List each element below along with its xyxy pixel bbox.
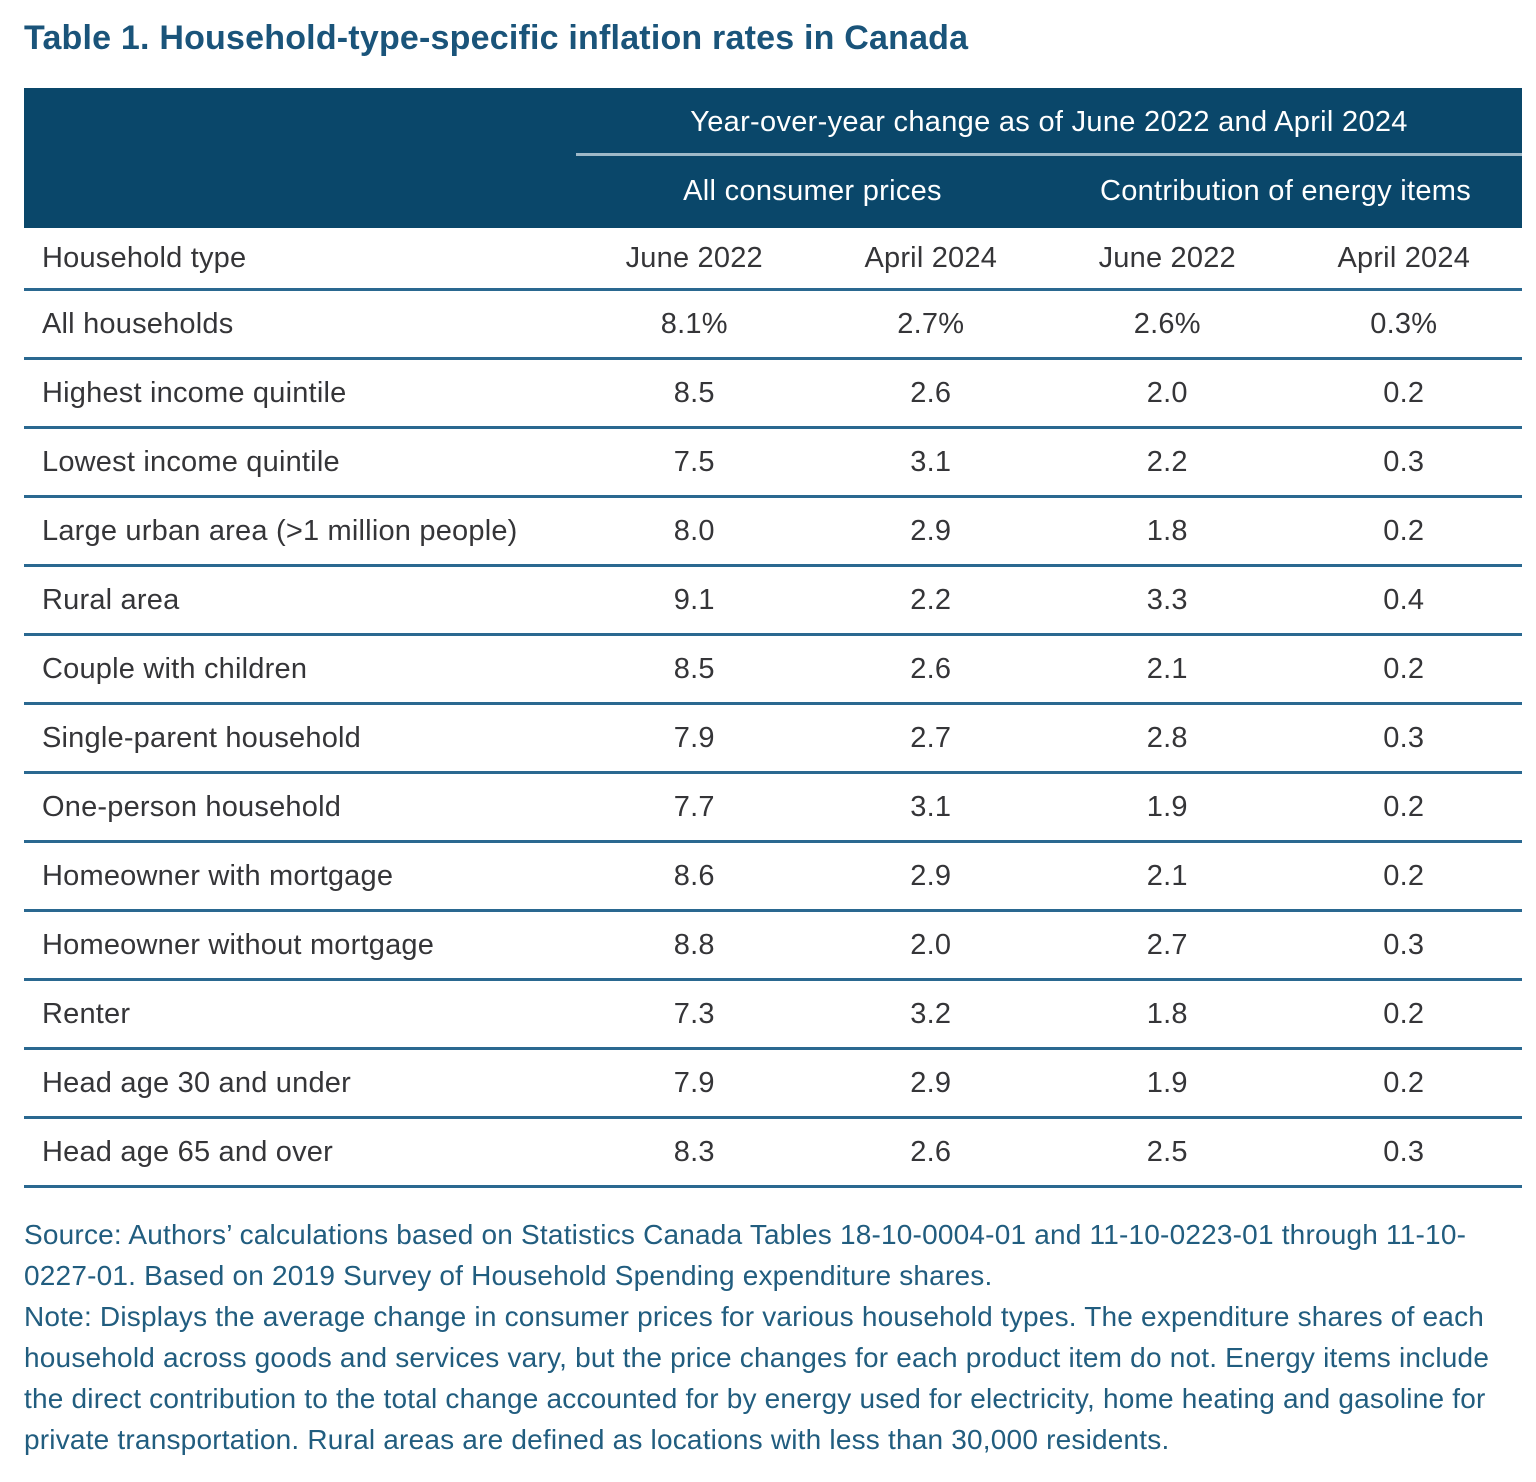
cell-value: 2.2	[910, 583, 952, 616]
cell-value: 2.0	[1146, 376, 1188, 409]
column-header-april-2024-prices: April 2024	[864, 241, 998, 274]
table-row: Couple with children 8.5 2.6 2.1 0.2	[24, 636, 1522, 705]
row-label: Head age 30 and under	[42, 1066, 351, 1099]
cell-value: 8.6	[673, 859, 715, 892]
cell-value: 7.7	[673, 790, 715, 823]
cell-value: 0.3	[1383, 721, 1425, 754]
span-header: Year-over-year change as of June 2022 an…	[690, 106, 1408, 138]
cell-value: 0.4	[1383, 583, 1425, 616]
cell-value: 1.8	[1146, 997, 1188, 1030]
table-row: Head age 30 and under 7.9 2.9 1.9 0.2	[24, 1050, 1522, 1119]
cell-value: 8.5	[673, 376, 715, 409]
cell-value: 0.3	[1383, 445, 1425, 478]
cell-value: 8.1%	[660, 307, 728, 340]
cell-value: 2.1	[1146, 652, 1188, 685]
table-row: Homeowner with mortgage 8.6 2.9 2.1 0.2	[24, 843, 1522, 912]
cell-value: 2.0	[910, 928, 952, 961]
cell-value: 3.3	[1146, 583, 1188, 616]
cell-value: 2.6	[910, 376, 952, 409]
header-rule	[576, 153, 1522, 156]
cell-value: 7.9	[673, 1066, 715, 1099]
cell-value: 0.3	[1383, 1135, 1425, 1168]
cell-value: 0.2	[1383, 790, 1425, 823]
table-title: Table 1. Household-type-specific inflati…	[24, 19, 969, 57]
group-header-consumer-prices: All consumer prices	[683, 175, 942, 207]
column-header-june-2022-prices: June 2022	[625, 241, 763, 274]
cell-value: 2.6	[910, 1135, 952, 1168]
row-label: Highest income quintile	[42, 376, 347, 409]
row-label: Lowest income quintile	[42, 445, 340, 478]
group-header-energy-items: Contribution of energy items	[1099, 175, 1472, 207]
table-row: Large urban area (>1 million people) 8.0…	[24, 498, 1522, 567]
header-right-section: Year-over-year change as of June 2022 an…	[576, 88, 1522, 228]
cell-value: 2.6%	[1133, 307, 1201, 340]
cell-value: 0.2	[1383, 1066, 1425, 1099]
table-row: All households 8.1% 2.7% 2.6% 0.3%	[24, 291, 1522, 360]
cell-value: 3.2	[910, 997, 952, 1030]
column-header-household-type: Household type	[42, 241, 247, 274]
cell-value: 2.5	[1146, 1135, 1188, 1168]
cell-value: 0.3	[1383, 928, 1425, 961]
cell-value: 7.3	[673, 997, 715, 1030]
row-label: Homeowner with mortgage	[42, 859, 394, 892]
header-spacer	[24, 88, 576, 228]
cell-value: 0.2	[1383, 652, 1425, 685]
cell-value: 1.9	[1146, 1066, 1188, 1099]
cell-value: 7.9	[673, 721, 715, 754]
row-label: Single-parent household	[42, 721, 361, 754]
cell-value: 8.5	[673, 652, 715, 685]
cell-value: 9.1	[673, 583, 715, 616]
table-row: Rural area 9.1 2.2 3.3 0.4	[24, 567, 1522, 636]
table-header-band: Year-over-year change as of June 2022 an…	[24, 88, 1522, 228]
cell-value: 2.9	[910, 1066, 952, 1099]
inflation-table: Year-over-year change as of June 2022 an…	[24, 88, 1522, 1188]
cell-value: 8.0	[673, 514, 715, 547]
cell-value: 2.6	[910, 652, 952, 685]
cell-value: 0.2	[1383, 859, 1425, 892]
column-header-row: Household type June 2022 April 2024 June…	[24, 228, 1522, 291]
cell-value: 8.3	[673, 1135, 715, 1168]
row-label: Renter	[42, 997, 131, 1030]
table-row: Lowest income quintile 7.5 3.1 2.2 0.3	[24, 429, 1522, 498]
group-header-row: All consumer prices Contribution of ener…	[576, 173, 1522, 209]
table-row: Single-parent household 7.9 2.7 2.8 0.3	[24, 705, 1522, 774]
row-label: Homeowner without mortgage	[42, 928, 435, 961]
cell-value: 2.7	[910, 721, 952, 754]
cell-value: 2.1	[1146, 859, 1188, 892]
source-note: Source: Authors’ calculations based on S…	[24, 1219, 1467, 1291]
column-header-april-2024-energy: April 2024	[1337, 241, 1471, 274]
column-header-june-2022-energy: June 2022	[1098, 241, 1236, 274]
cell-value: 8.8	[673, 928, 715, 961]
row-label: Couple with children	[42, 652, 308, 685]
table-body: All households 8.1% 2.7% 2.6% 0.3% Highe…	[24, 291, 1522, 1188]
row-label: Large urban area (>1 million people)	[42, 514, 518, 547]
table-row: Highest income quintile 8.5 2.6 2.0 0.2	[24, 360, 1522, 429]
row-label: Rural area	[42, 583, 180, 616]
row-label: One-person household	[42, 790, 342, 823]
table-row: Renter 7.3 3.2 1.8 0.2	[24, 981, 1522, 1050]
table-row: Homeowner without mortgage 8.8 2.0 2.7 0…	[24, 912, 1522, 981]
cell-value: 2.9	[910, 514, 952, 547]
cell-value: 0.2	[1383, 376, 1425, 409]
cell-value: 0.2	[1383, 997, 1425, 1030]
cell-value: 2.2	[1146, 445, 1188, 478]
cell-value: 7.5	[673, 445, 715, 478]
cell-value: 2.7%	[897, 307, 965, 340]
cell-value: 3.1	[910, 445, 952, 478]
table-row: Head age 65 and over 8.3 2.6 2.5 0.3	[24, 1119, 1522, 1188]
row-label: All households	[42, 307, 234, 340]
cell-value: 2.7	[1146, 928, 1188, 961]
cell-value: 2.9	[910, 859, 952, 892]
cell-value: 1.8	[1146, 514, 1188, 547]
cell-value: 0.2	[1383, 514, 1425, 547]
cell-value: 1.9	[1146, 790, 1188, 823]
row-label: Head age 65 and over	[42, 1135, 333, 1168]
cell-value: 0.3%	[1370, 307, 1438, 340]
cell-value: 2.8	[1146, 721, 1188, 754]
methodology-note: Note: Displays the average change in con…	[24, 1301, 1490, 1455]
cell-value: 3.1	[910, 790, 952, 823]
table-row: One-person household 7.7 3.1 1.9 0.2	[24, 774, 1522, 843]
